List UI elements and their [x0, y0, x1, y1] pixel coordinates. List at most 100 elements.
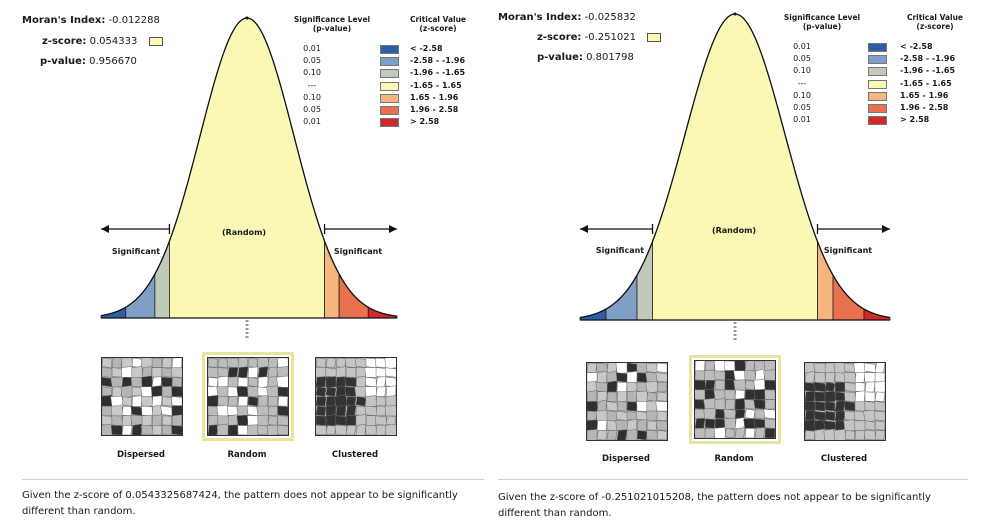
map-polygon [111, 367, 123, 378]
map-polygon [160, 405, 174, 417]
map-polygon [226, 358, 240, 368]
map-polygon [217, 396, 229, 407]
map-polygon [237, 425, 249, 435]
map-polygon [834, 420, 846, 431]
morans-index-value: -0.025832 [584, 12, 636, 23]
map-polygon [703, 407, 717, 421]
map-polygon [724, 428, 736, 438]
legend-range: < -2.58 [900, 42, 933, 51]
dispersed-map-icon [101, 357, 183, 436]
morans-index: Moran's Index: -0.012288 [22, 15, 160, 26]
map-polygon [823, 428, 837, 440]
z-score: z-score: 0.054333 [42, 36, 163, 47]
legend-swatch [868, 116, 887, 126]
map-polygon [375, 367, 387, 378]
significance-header: Significance Level (p-value) [293, 15, 371, 33]
clustered-map-icon [315, 357, 397, 436]
map-polygon [646, 410, 658, 422]
map-polygon [364, 367, 378, 378]
map-polygon [141, 396, 153, 407]
map-polygon [704, 361, 716, 371]
map-polygon [734, 389, 746, 400]
map-polygon [316, 386, 327, 397]
map-polygon [636, 372, 648, 383]
map-polygon [864, 391, 876, 402]
map-polygon [763, 369, 775, 382]
map-polygon [646, 420, 658, 431]
critical-value-header: Critical Value (z-score) [409, 15, 467, 33]
panel-right: Moran's Index: -0.025832 z-score: -0.251… [492, 0, 983, 529]
legend-p-value: 0.10 [793, 90, 811, 100]
legend-range: 1.65 - 1.96 [900, 90, 949, 100]
map-polygon [763, 361, 775, 373]
map-polygon [616, 429, 628, 440]
dispersed-label: Dispersed [602, 454, 650, 464]
map-polygon [655, 372, 667, 383]
legend-swatch [380, 118, 399, 128]
map-polygon [355, 367, 367, 378]
map-polygon [216, 423, 230, 435]
map-polygon [131, 386, 143, 397]
random-map-icon [202, 352, 294, 441]
map-polygon [276, 425, 288, 435]
map-polygon [316, 396, 327, 407]
map-polygon [615, 410, 629, 422]
map-polygon [824, 363, 836, 374]
map-polygon [161, 425, 173, 435]
legend-swatch [868, 43, 887, 52]
map-polygon [345, 425, 357, 435]
map-polygon [864, 420, 876, 431]
map-polygon [834, 410, 846, 422]
map-polygon [854, 401, 866, 412]
map-polygon [385, 367, 396, 378]
map-polygon [853, 420, 867, 431]
map-polygon [805, 401, 816, 412]
map-polygon [325, 425, 337, 435]
map-polygon [587, 372, 598, 383]
map-polygon [111, 415, 123, 426]
map-polygon [824, 401, 836, 412]
map-polygon [714, 361, 726, 372]
map-polygon [695, 427, 706, 438]
panel-left: Moran's Index: -0.012288 z-score: 0.0543… [0, 0, 491, 529]
map-polygon [615, 363, 629, 375]
map-polygon [151, 367, 163, 378]
map-polygon [646, 391, 658, 402]
map-polygon [656, 430, 667, 440]
map-polygon [636, 401, 648, 412]
map-polygon [335, 376, 347, 388]
map-polygon [365, 358, 377, 368]
map-polygon [587, 390, 598, 404]
map-polygon [834, 391, 846, 402]
map-polygon [256, 405, 270, 417]
random-label: (Random) [221, 228, 267, 237]
map-polygon [227, 396, 239, 407]
map-polygon [656, 420, 667, 431]
map-polygon [355, 423, 367, 435]
map-polygon [141, 405, 153, 417]
map-polygon [764, 399, 775, 410]
map-polygon [257, 366, 269, 379]
map-polygon [844, 381, 856, 393]
map-polygon [355, 358, 367, 368]
z-score-label: z-score: [42, 36, 87, 47]
arrow-head-left [580, 225, 588, 233]
map-polygon [110, 405, 124, 417]
map-polygon [335, 405, 347, 417]
map-polygon [266, 385, 280, 398]
map-polygon [141, 414, 153, 427]
map-polygon [833, 429, 847, 440]
z-score-swatch [647, 32, 662, 42]
legend-range: -1.65 - 1.65 [410, 80, 462, 90]
legend-swatch [380, 45, 399, 54]
legend-range: -1.65 - 1.65 [900, 78, 952, 88]
legend-p-value: 0.10 [303, 92, 321, 102]
map-polygon [208, 376, 219, 388]
map-polygon [247, 396, 259, 407]
p-value-value: 0.956670 [89, 56, 137, 67]
z-score-value: -0.251021 [584, 32, 636, 43]
map-polygon [854, 430, 866, 440]
map-polygon [335, 415, 347, 426]
map-polygon [873, 410, 885, 421]
map-polygon [636, 381, 648, 393]
